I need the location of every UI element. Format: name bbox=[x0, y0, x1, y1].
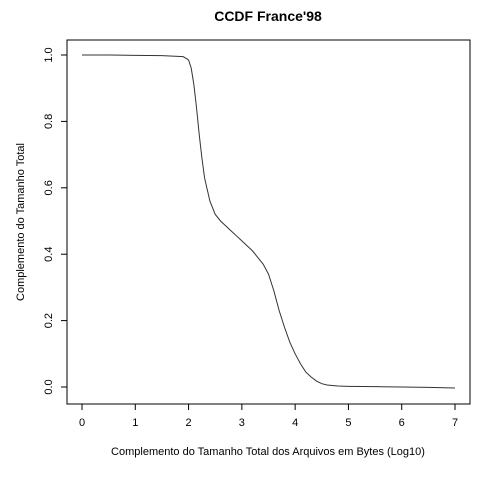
x-axis-ticks: 0 1 2 3 4 5 6 7 bbox=[79, 403, 458, 429]
x-tick-label: 2 bbox=[186, 417, 192, 429]
chart-title: CCDF France'98 bbox=[214, 8, 322, 24]
x-tick-label: 4 bbox=[292, 417, 298, 429]
x-tick-label: 5 bbox=[345, 417, 351, 429]
y-axis-ticks: 0.0 0.2 0.4 0.6 0.8 1.0 bbox=[43, 47, 68, 395]
y-tick-label: 0.8 bbox=[43, 114, 55, 129]
y-tick-label: 0.2 bbox=[43, 313, 55, 328]
x-tick-label: 3 bbox=[239, 417, 245, 429]
x-axis-label: Complemento do Tamanho Total dos Arquivo… bbox=[111, 446, 425, 458]
ccdf-series-line bbox=[82, 54, 456, 389]
y-axis-label: Complemento do Tamanho Total bbox=[15, 143, 27, 301]
y-tick-label: 0.6 bbox=[43, 180, 55, 195]
y-tick-label: 0.0 bbox=[43, 379, 55, 394]
plot-frame bbox=[66, 39, 471, 405]
y-tick-label: 0.4 bbox=[43, 247, 55, 262]
x-tick-label: 1 bbox=[132, 417, 138, 429]
x-tick-label: 0 bbox=[79, 417, 85, 429]
x-tick-label: 7 bbox=[452, 417, 458, 429]
x-tick-label: 6 bbox=[399, 417, 405, 429]
y-tick-label: 1.0 bbox=[43, 47, 55, 62]
